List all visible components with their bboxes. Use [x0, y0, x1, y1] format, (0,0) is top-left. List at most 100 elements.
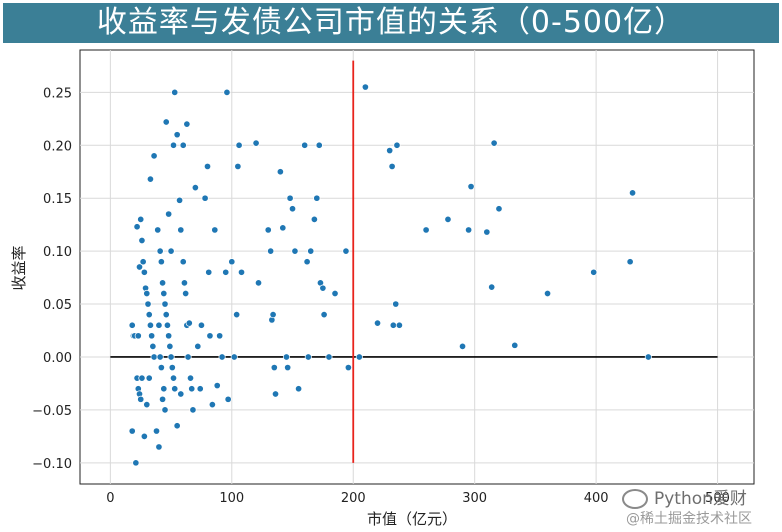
scatter-point [167, 353, 175, 361]
scatter-point [163, 321, 171, 329]
watermark-brand-text: Python爱财 [654, 489, 747, 509]
scatter-point [483, 228, 491, 236]
scatter-point [392, 300, 400, 308]
scatter-point [310, 215, 318, 223]
scatter-point [237, 268, 246, 276]
scatter-point [313, 194, 321, 202]
scatter-point [160, 289, 168, 298]
y-tick-label: 0.15 [43, 192, 72, 207]
scatter-point [140, 432, 148, 440]
scatter-point [160, 385, 168, 393]
scatter-point [222, 268, 230, 276]
scatter-point [490, 139, 498, 147]
scatter-point [254, 279, 263, 287]
scatter-point [143, 401, 151, 409]
scatter-point [159, 395, 167, 403]
y-tick-label: 0.05 [43, 298, 72, 313]
watermark-brand: Python爱财 [622, 484, 747, 509]
y-axis-label: 收益率 [10, 245, 28, 290]
scatter-point [194, 342, 202, 350]
scatter-point [152, 427, 161, 435]
scatter-point [325, 353, 333, 361]
scatter-point [146, 175, 154, 183]
scatter-point [206, 332, 214, 340]
scatter-point [213, 382, 221, 390]
scatter-point [252, 139, 260, 147]
scatter-point [201, 194, 209, 202]
scatter-point [264, 226, 272, 234]
scatter-point [271, 390, 280, 398]
scatter-point [182, 289, 190, 298]
scatter-point [393, 141, 401, 149]
scatter-point [150, 152, 158, 160]
scatter-point [458, 342, 467, 350]
scatter-point [159, 279, 167, 287]
watermark-community: @稀土掘金技术社区 [626, 511, 752, 527]
y-tick-label: 0.00 [43, 351, 72, 366]
scatter-point [173, 422, 181, 430]
scatter-point [144, 300, 152, 308]
scatter-point [137, 395, 145, 403]
scatter-point [180, 279, 188, 287]
scatter-point [128, 321, 136, 329]
scatter-point [223, 88, 231, 96]
scatter-point [230, 353, 238, 361]
scatter-point [301, 141, 309, 149]
scatter-point [279, 224, 287, 232]
x-tick-label: 100 [219, 491, 244, 506]
scatter-point [138, 374, 146, 382]
scatter-point [139, 258, 147, 266]
scatter-point [167, 247, 175, 255]
scatter-point [629, 189, 637, 197]
scatter-point [133, 223, 141, 231]
scatter-point [161, 406, 169, 414]
scatter-point [320, 311, 328, 319]
scatter-point [157, 364, 165, 372]
scatter-point [218, 353, 226, 361]
y-tick-labels: 0.25 0.20 0.15 0.10 0.05 0.00 −0.05 −0.10 [32, 86, 72, 471]
chart-title: 收益率与发债公司市值的关系（0-500亿） [96, 5, 686, 40]
scatter-point [168, 364, 176, 372]
scatter-point [188, 385, 196, 393]
scatter-point [511, 341, 519, 349]
scatter-point [138, 236, 146, 245]
scatter-point [282, 353, 291, 361]
scatter-point [176, 196, 184, 204]
scatter-point [388, 162, 396, 170]
scatter-point [344, 364, 352, 372]
scatter-point [156, 247, 164, 255]
x-tick-label: 0 [106, 491, 114, 506]
scatter-point [319, 284, 327, 292]
scatter-point [135, 263, 144, 271]
scatter-point [331, 289, 339, 298]
title-bar: 收益率与发债公司市值的关系（0-500亿） [3, 3, 779, 43]
scatter-point [465, 226, 473, 234]
scatter-point [288, 205, 297, 213]
scatter-point [444, 215, 452, 223]
scatter-point [145, 374, 153, 382]
scatter-point [171, 385, 179, 393]
scatter-point [155, 443, 163, 451]
scatter-point [132, 459, 140, 467]
scatter-point [467, 183, 475, 191]
data-points [128, 83, 652, 467]
scatter-point [270, 364, 278, 372]
scatter-point [284, 364, 292, 372]
scatter-point [235, 141, 243, 149]
scatter-point [307, 247, 315, 255]
scatter-point [495, 205, 503, 213]
scatter-point [488, 283, 496, 291]
scatter-point [179, 141, 187, 149]
scatter-point [286, 194, 294, 202]
scatter-point [276, 168, 284, 176]
scatter-point [233, 311, 241, 319]
scatter-point [203, 162, 212, 170]
scatter-point [173, 131, 181, 139]
wechat-icon [622, 489, 648, 509]
scatter-point [145, 311, 153, 319]
scatter-point [422, 226, 430, 234]
scatter-point [234, 162, 242, 170]
scatter-point [208, 401, 216, 409]
reference-lines [110, 60, 718, 463]
scatter-point [267, 247, 275, 255]
